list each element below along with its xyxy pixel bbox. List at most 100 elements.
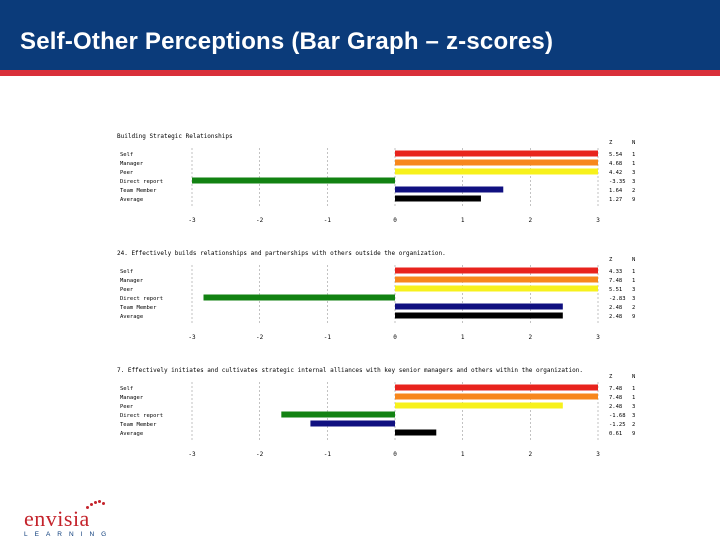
column-header-n: N — [632, 374, 635, 380]
category-label: Self — [120, 269, 133, 275]
x-tick-label: -1 — [324, 451, 332, 458]
n-count-label: 9 — [632, 314, 635, 320]
column-header-n: N — [632, 257, 635, 263]
n-count-label: 3 — [632, 179, 635, 185]
category-label: Self — [120, 386, 133, 392]
bar-average — [395, 312, 563, 319]
n-count-label: 1 — [632, 386, 635, 392]
bar-self — [395, 384, 598, 391]
bar-peer — [395, 285, 598, 292]
x-tick-label: -2 — [256, 451, 264, 458]
x-tick-label: 1 — [461, 334, 465, 341]
z-score-label: 7.48 — [609, 278, 622, 284]
z-score-label: 7.48 — [609, 395, 622, 401]
chart-title: 7. Effectively initiates and cultivates … — [117, 367, 583, 374]
n-count-label: 9 — [632, 197, 635, 203]
chart-title: 24. Effectively builds relationships and… — [117, 250, 446, 257]
n-count-label: 2 — [632, 305, 635, 311]
bar-self — [395, 267, 598, 274]
logo-wordmark: envisia — [24, 506, 90, 531]
z-score-label: 4.42 — [609, 170, 622, 176]
category-label: Manager — [120, 395, 144, 401]
category-label: Direct report — [120, 179, 163, 185]
x-tick-label: 2 — [529, 217, 533, 224]
x-tick-label: -3 — [188, 217, 196, 224]
logo-subtitle: LEARNING — [24, 531, 114, 538]
bar-manager — [395, 276, 598, 283]
bar-manager — [395, 159, 598, 166]
bar-self — [395, 150, 598, 157]
header-accent-stripe — [0, 70, 720, 76]
z-score-label: 5.51 — [609, 287, 622, 293]
category-label: Peer — [120, 404, 134, 410]
chart-item-7: 7. Effectively initiates and cultivates … — [115, 366, 635, 486]
x-tick-label: 2 — [529, 451, 533, 458]
n-count-label: 2 — [632, 188, 635, 194]
z-score-label: 4.68 — [609, 161, 622, 167]
z-score-label: 1.27 — [609, 197, 622, 203]
z-score-label: 5.54 — [609, 152, 623, 158]
category-label: Average — [120, 314, 143, 320]
z-score-label: 2.48 — [609, 314, 622, 320]
category-label: Average — [120, 197, 143, 203]
n-count-label: 3 — [632, 413, 635, 419]
z-score-label: 4.33 — [609, 269, 622, 275]
column-header-z: Z — [609, 257, 613, 263]
bar-team-member — [310, 420, 395, 427]
category-label: Direct report — [120, 296, 163, 302]
x-tick-label: 1 — [461, 217, 465, 224]
z-score-label: -1.68 — [609, 413, 626, 419]
bar-peer — [395, 402, 563, 409]
bar-direct-report — [192, 177, 395, 184]
z-score-label: 2.48 — [609, 404, 622, 410]
chart-building-strategic-relationships: Building Strategic Relationships Z N -3 -2 -1… — [115, 132, 635, 252]
x-tick-label: -1 — [324, 334, 332, 341]
n-count-label: 1 — [632, 269, 635, 275]
x-tick-label: -2 — [256, 334, 264, 341]
category-label: Peer — [120, 170, 134, 176]
category-label: Direct report — [120, 413, 163, 419]
z-score-label: 1.64 — [609, 188, 623, 194]
z-score-label: 0.61 — [609, 431, 622, 437]
bar-team-member — [395, 303, 563, 310]
category-label: Team Member — [120, 305, 157, 311]
column-header-z: Z — [609, 140, 613, 146]
z-score-label: 7.48 — [609, 386, 622, 392]
x-tick-label: 1 — [461, 451, 465, 458]
x-tick-label: 0 — [393, 334, 397, 341]
n-count-label: 3 — [632, 296, 635, 302]
n-count-label: 1 — [632, 161, 635, 167]
bar-average — [395, 429, 437, 436]
bar-average — [395, 195, 481, 202]
column-header-n: N — [632, 140, 635, 146]
x-tick-label: 3 — [596, 451, 600, 458]
slide-title: Self-Other Perceptions (Bar Graph – z-sc… — [20, 28, 554, 55]
category-label: Manager — [120, 161, 144, 167]
n-count-label: 9 — [632, 431, 635, 437]
z-score-label: 2.48 — [609, 305, 622, 311]
bar-team-member — [395, 186, 504, 193]
x-tick-label: -3 — [188, 334, 196, 341]
bar-direct-report — [203, 294, 395, 301]
chart-title: Building Strategic Relationships — [117, 133, 233, 140]
z-score-label: -3.35 — [609, 179, 626, 185]
n-count-label: 3 — [632, 287, 635, 293]
category-label: Manager — [120, 278, 144, 284]
bar-manager — [395, 393, 598, 400]
x-tick-label: 3 — [596, 334, 600, 341]
category-label: Team Member — [120, 188, 157, 194]
category-label: Peer — [120, 287, 134, 293]
x-tick-label: -2 — [256, 217, 264, 224]
category-label: Team Member — [120, 422, 157, 428]
x-tick-label: 3 — [596, 217, 600, 224]
logo-dots-icon — [86, 500, 106, 510]
x-tick-label: -3 — [188, 451, 196, 458]
n-count-label: 3 — [632, 404, 635, 410]
n-count-label: 1 — [632, 395, 635, 401]
x-tick-label: 0 — [393, 217, 397, 224]
z-score-label: -2.83 — [609, 296, 626, 302]
category-label: Self — [120, 152, 133, 158]
x-tick-label: 2 — [529, 334, 533, 341]
n-count-label: 2 — [632, 422, 635, 428]
chart-item-24: 24. Effectively builds relationships and… — [115, 249, 635, 369]
